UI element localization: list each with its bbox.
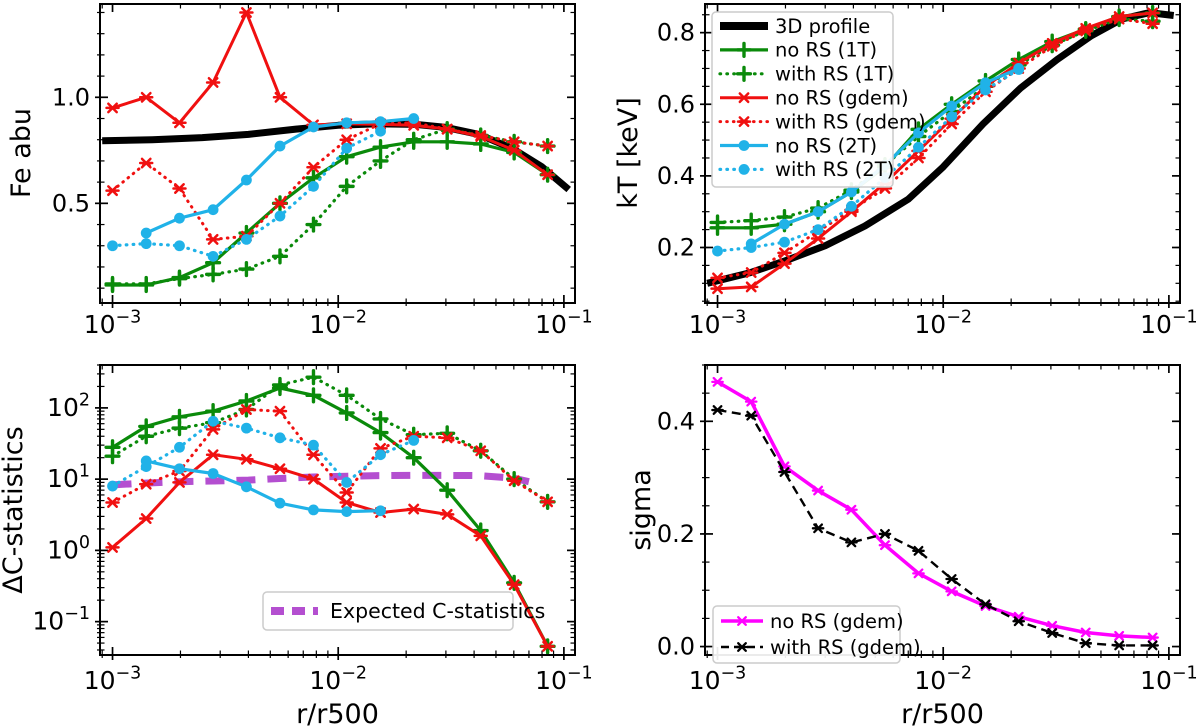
svg-text:0.6: 0.6 bbox=[657, 90, 695, 118]
svg-text:0.0: 0.0 bbox=[657, 633, 695, 661]
legend-label: Expected C-statistics bbox=[330, 599, 545, 623]
sigma-chart: 10−3 10−2 10−1 0.0 0.2 0.4 sigma r/r500 no RS (g… bbox=[626, 364, 1198, 728]
legend-label: no RS (gdem) bbox=[775, 87, 909, 110]
panel-dc-statistics: 10−3 10−2 10−1 10−1 100 101 102 ΔC-statistics r/… bbox=[0, 345, 600, 728]
legend-label: with RS (gdem) bbox=[770, 636, 921, 659]
series-3d-profile bbox=[102, 120, 571, 193]
y-axis-label: kT [keV] bbox=[613, 97, 644, 209]
svg-text:10−2: 10−2 bbox=[914, 664, 972, 696]
svg-text:10−3: 10−3 bbox=[689, 308, 747, 340]
svg-text:10−3: 10−3 bbox=[84, 308, 142, 340]
plot-spines bbox=[704, 364, 1181, 656]
x-axis-label: r/r500 bbox=[296, 699, 379, 728]
dc-statistics-chart: 10−3 10−2 10−1 10−1 100 101 102 ΔC-statistics r/… bbox=[0, 364, 593, 728]
kt-chart: 10−3 10−2 10−1 0.2 0.4 0.6 0.8 kT [keV] 3D profi… bbox=[613, 3, 1198, 340]
series-no-rs-1t- bbox=[104, 133, 556, 294]
svg-text:100: 100 bbox=[47, 533, 90, 565]
svg-text:10−3: 10−3 bbox=[689, 664, 747, 696]
fe-abu-chart: 10−3 10−2 10−1 0.5 1.0 Fe abu bbox=[6, 3, 593, 340]
series-layer bbox=[706, 4, 1175, 295]
panel-kt: 10−3 10−2 10−1 0.2 0.4 0.6 0.8 kT [keV] 3D profi… bbox=[600, 0, 1200, 345]
legend-label: no RS (1T) bbox=[775, 39, 877, 62]
series-with-rs-2t- bbox=[107, 125, 386, 262]
plot-spines bbox=[99, 3, 576, 304]
series-with-rs-1t- bbox=[104, 121, 556, 293]
svg-text:101: 101 bbox=[47, 462, 90, 494]
axis-ticks bbox=[95, 4, 575, 308]
svg-text:10−2: 10−2 bbox=[914, 308, 972, 340]
svg-text:102: 102 bbox=[47, 390, 90, 422]
svg-text:10−1: 10−1 bbox=[32, 604, 90, 636]
y-axis-label: Fe abu bbox=[6, 108, 37, 198]
svg-text:0.2: 0.2 bbox=[657, 520, 695, 548]
series-no-rs-2t- bbox=[140, 113, 420, 239]
svg-text:10−2: 10−2 bbox=[309, 308, 367, 340]
panel-sigma: 10−3 10−2 10−1 0.0 0.2 0.4 sigma r/r500 no RS (g… bbox=[600, 345, 1200, 728]
series-with-rs-gdem- bbox=[711, 405, 1159, 651]
series-layer bbox=[711, 376, 1159, 651]
series-no-rs-gdem- bbox=[105, 449, 555, 652]
plot-spines bbox=[99, 364, 576, 656]
series-no-rs-gdem- bbox=[711, 376, 1159, 643]
series-layer bbox=[102, 7, 571, 294]
svg-text:10−1: 10−1 bbox=[535, 664, 593, 696]
legend: no RS (gdem) with RS (gdem) bbox=[712, 605, 921, 664]
series-with-rs-2t- bbox=[712, 64, 1025, 257]
plot-spines bbox=[704, 3, 1181, 304]
svg-text:0.4: 0.4 bbox=[657, 162, 695, 190]
series-no-rs-gdem- bbox=[105, 7, 555, 181]
svg-text:10−3: 10−3 bbox=[84, 664, 142, 696]
x-axis-label: r/r500 bbox=[901, 699, 984, 728]
svg-text:1.0: 1.0 bbox=[52, 83, 90, 111]
series-layer bbox=[104, 369, 556, 655]
y-axis-label: sigma bbox=[626, 469, 657, 551]
svg-text:10−1: 10−1 bbox=[1140, 664, 1198, 696]
legend-label: no RS (gdem) bbox=[770, 610, 904, 633]
svg-text:0.2: 0.2 bbox=[657, 233, 695, 261]
svg-text:10−1: 10−1 bbox=[535, 308, 593, 340]
panel-fe-abu: 10−3 10−2 10−1 0.5 1.0 Fe abu bbox=[0, 0, 600, 345]
y-axis-label: ΔC-statistics bbox=[0, 426, 29, 593]
legend-label: no RS (2T) bbox=[775, 134, 877, 157]
legend: Expected C-statistics bbox=[262, 591, 545, 631]
legend-label: with RS (1T) bbox=[775, 63, 894, 86]
svg-text:0.4: 0.4 bbox=[657, 407, 695, 435]
legend-label: 3D profile bbox=[775, 15, 870, 38]
legend-label: with RS (gdem) bbox=[775, 110, 926, 133]
legend-label: with RS (2T) bbox=[775, 158, 894, 181]
svg-text:10−1: 10−1 bbox=[1140, 308, 1198, 340]
series-with-rs-2t- bbox=[107, 415, 420, 492]
svg-text:0.5: 0.5 bbox=[52, 189, 90, 217]
svg-text:0.8: 0.8 bbox=[657, 19, 695, 47]
svg-text:10−2: 10−2 bbox=[309, 664, 367, 696]
